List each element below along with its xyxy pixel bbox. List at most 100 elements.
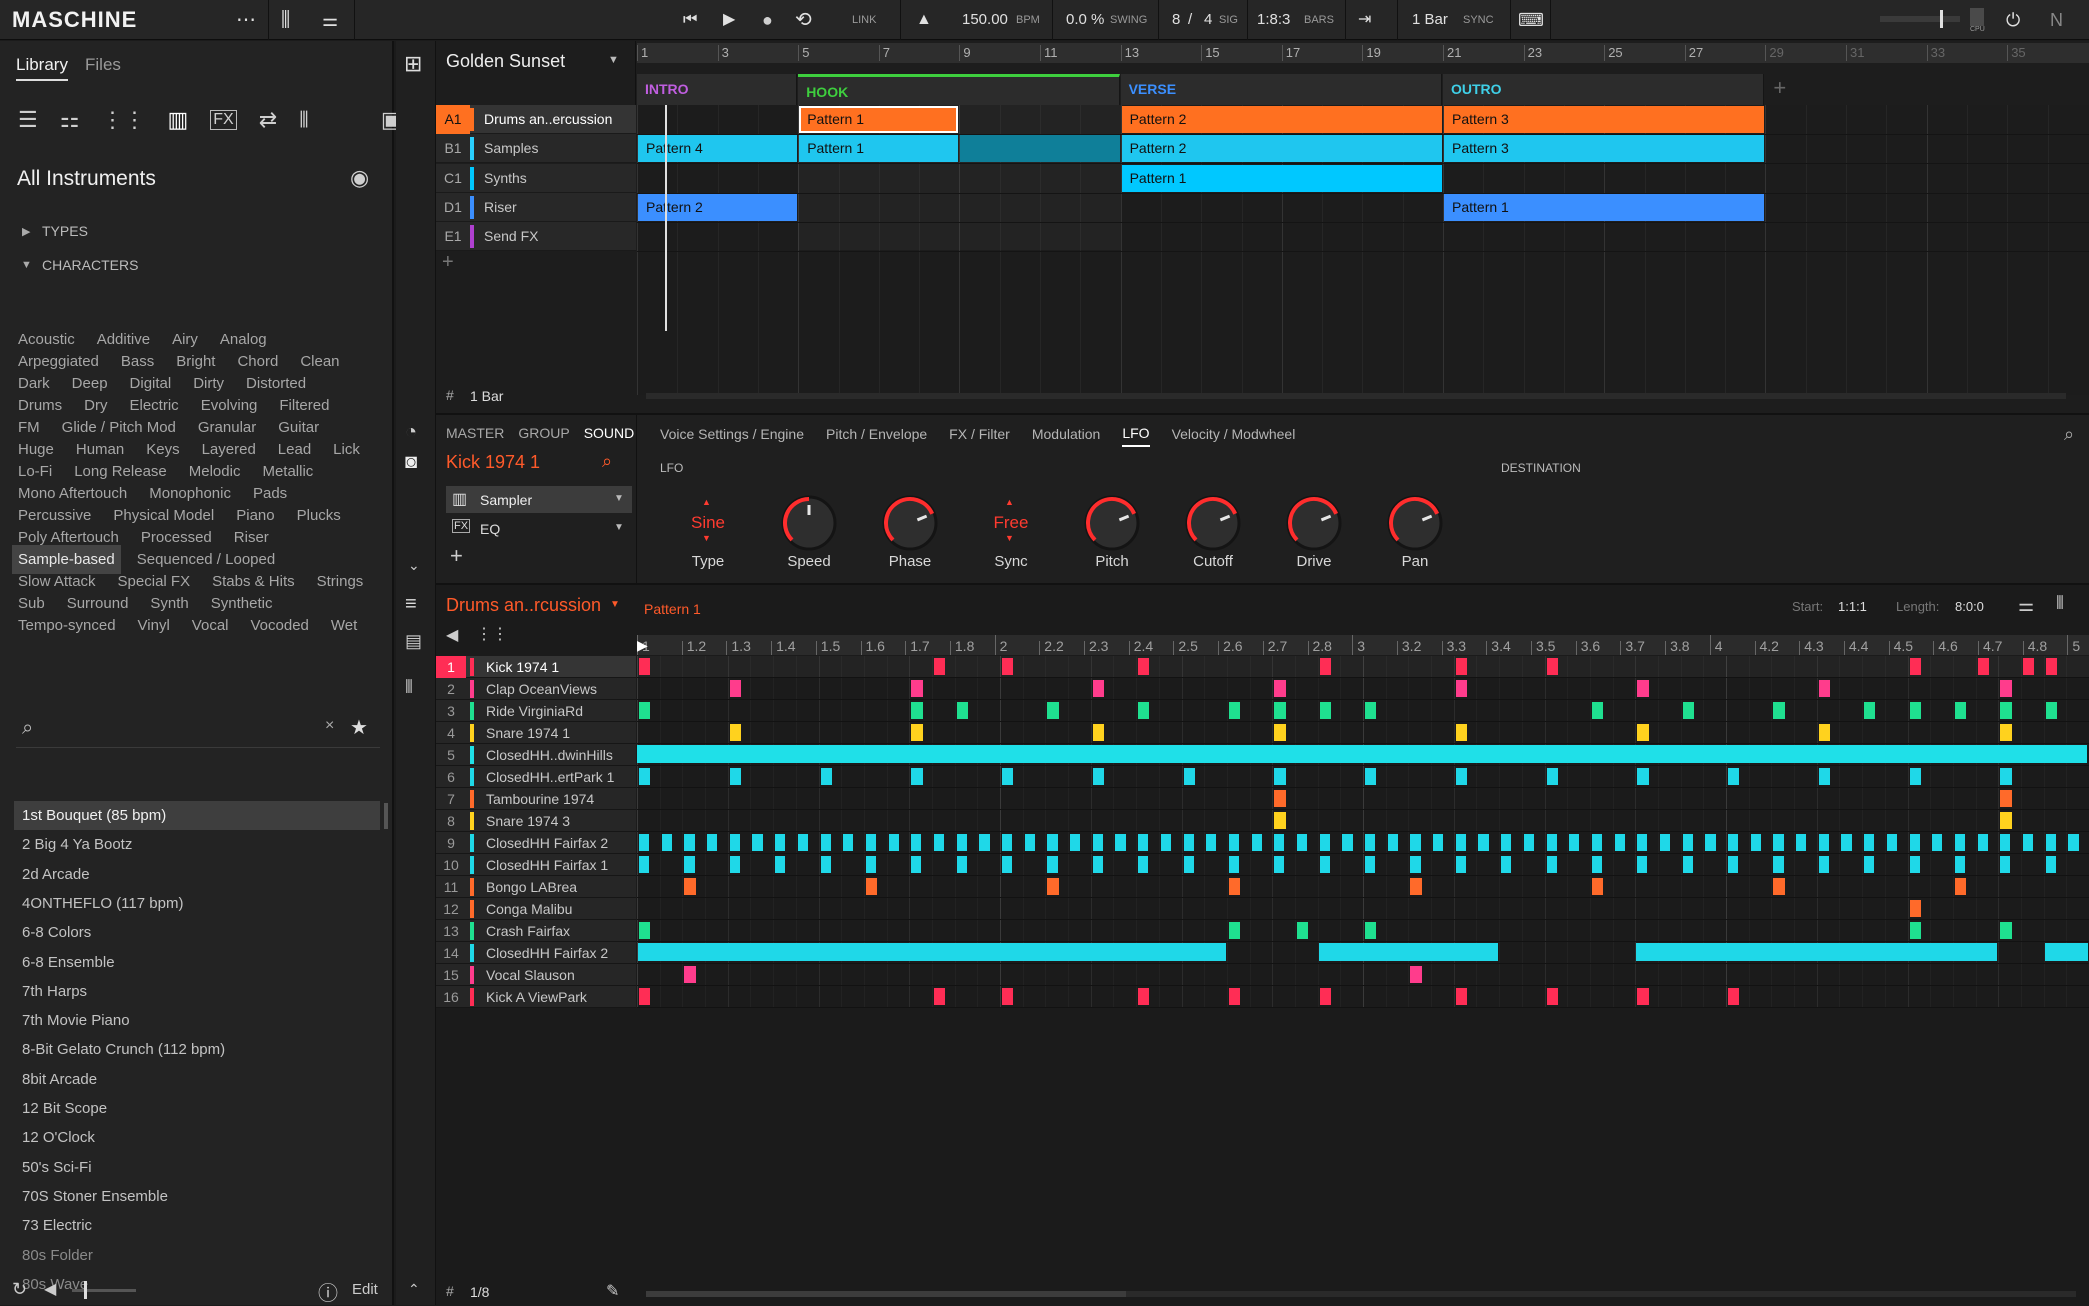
character-tag[interactable]: Chord — [237, 353, 279, 370]
speaker-icon[interactable]: ◀ — [44, 1281, 57, 1298]
note[interactable] — [1228, 988, 1241, 1005]
note[interactable] — [661, 834, 672, 851]
note[interactable] — [1002, 988, 1014, 1005]
tab-master[interactable]: MASTER — [446, 425, 505, 441]
note[interactable] — [1433, 834, 1444, 851]
tempo-value[interactable]: 150.00 — [962, 11, 1008, 28]
sound-search-icon[interactable]: ⌕ — [602, 451, 613, 471]
character-tag[interactable]: Electric — [129, 397, 179, 414]
group-row[interactable]: E1 Send FX — [436, 222, 636, 252]
note[interactable] — [1864, 834, 1875, 851]
sound-row[interactable]: 12 Conga Malibu — [436, 898, 636, 920]
character-tag[interactable]: Lick — [333, 441, 360, 458]
clear-search-icon[interactable]: × — [325, 717, 335, 734]
note[interactable] — [1864, 856, 1875, 873]
note[interactable] — [1818, 768, 1831, 785]
character-tag[interactable]: Analog — [219, 331, 267, 348]
note[interactable] — [1546, 834, 1557, 851]
pattern-ruler[interactable]: 1 1.2 1.3 1.4 1.5 1.6 1.7 1.8 2 2.2 2.3 2.4 2.5 2.6 2.… — [637, 635, 2089, 655]
select-value[interactable]: Free — [993, 513, 1029, 532]
note[interactable] — [639, 988, 651, 1005]
note[interactable] — [1002, 768, 1014, 785]
character-tag[interactable]: Vocoded — [250, 617, 309, 634]
arranger-grid-label[interactable]: 1 Bar — [470, 388, 504, 404]
character-tag[interactable]: Clean — [300, 353, 340, 370]
pencil-icon[interactable]: ✎ — [606, 1283, 620, 1300]
character-tag[interactable]: Riser — [233, 529, 269, 546]
sound-row[interactable]: 8 Snare 1974 3 — [436, 810, 636, 832]
note[interactable] — [1682, 702, 1694, 719]
add-plugin-icon[interactable]: + — [450, 543, 463, 568]
character-tag[interactable]: Keys — [146, 441, 180, 458]
browser-toggle-icon[interactable]: ⫼ — [281, 9, 291, 31]
note[interactable] — [1909, 900, 1921, 917]
preset-item[interactable]: 8bit Arcade — [22, 1070, 98, 1088]
length-value[interactable]: 8:0:0 — [1955, 599, 1984, 614]
note[interactable] — [1047, 856, 1058, 873]
arranger-ruler[interactable]: 1 3 5 7 9 11 13 15 17 19 21 23 25 27 29 31 33 35 — [637, 43, 2089, 63]
note[interactable] — [639, 768, 651, 785]
sound-row[interactable]: 5 ClosedHH..dwinHills — [436, 744, 636, 766]
character-tag[interactable]: Bright — [176, 353, 216, 370]
note[interactable] — [1228, 702, 1241, 719]
section-intro[interactable]: INTRO — [637, 74, 798, 105]
sound-row[interactable]: 6 ClosedHH..ertPark 1 — [436, 766, 636, 788]
note[interactable] — [1682, 834, 1693, 851]
note-block[interactable] — [1636, 943, 1998, 961]
sound-row[interactable]: 14 ClosedHH Fairfax 2 — [436, 942, 636, 964]
preset-item[interactable]: 1st Bouquet (85 bpm) — [14, 801, 380, 830]
note[interactable] — [1228, 878, 1241, 895]
note[interactable] — [729, 724, 742, 741]
note[interactable] — [1954, 702, 1967, 719]
note[interactable] — [1954, 834, 1966, 851]
scroll-up-icon[interactable]: ⌃ — [408, 1281, 420, 1297]
character-tag[interactable]: Percussive — [18, 507, 92, 524]
modulation-icon[interactable]: ⦀ — [405, 677, 413, 697]
note[interactable] — [1546, 658, 1558, 675]
note[interactable] — [1365, 768, 1377, 785]
pattern-clip[interactable]: Pattern 2 — [1121, 106, 1442, 133]
note[interactable] — [911, 724, 923, 741]
note[interactable] — [911, 680, 923, 697]
character-tag[interactable]: Sub — [18, 595, 45, 612]
note[interactable] — [707, 834, 718, 851]
note[interactable] — [1728, 988, 1740, 1005]
note[interactable] — [1796, 834, 1807, 851]
note[interactable] — [1070, 834, 1081, 851]
character-tag[interactable]: Stabs & Hits — [212, 573, 295, 590]
preset-item[interactable]: 4ONTHEFLO (117 bpm) — [22, 894, 184, 912]
character-tag[interactable]: Dirty — [193, 375, 225, 392]
character-tag[interactable]: Evolving — [200, 397, 258, 414]
note[interactable] — [729, 834, 740, 851]
instruments-icon[interactable]: ▥ — [167, 107, 189, 132]
preset-item[interactable]: 8-Bit Gelato Crunch (112 bpm) — [22, 1041, 226, 1059]
note[interactable] — [1206, 834, 1217, 851]
preset-item[interactable]: 6-8 Colors — [22, 924, 92, 942]
character-tag[interactable]: Wet — [330, 617, 358, 634]
group-row[interactable]: D1 Riser — [436, 192, 636, 222]
param-page-tab[interactable]: LFO — [1122, 425, 1150, 447]
note[interactable] — [1637, 988, 1649, 1005]
character-tag[interactable]: Pads — [252, 485, 288, 502]
note[interactable] — [684, 878, 696, 895]
note[interactable] — [2000, 922, 2012, 939]
note-block[interactable] — [638, 943, 1226, 961]
group-row[interactable]: B1 Samples — [436, 134, 636, 164]
note[interactable] — [639, 834, 650, 851]
note[interactable] — [1138, 988, 1150, 1005]
note[interactable] — [1637, 856, 1648, 873]
note[interactable] — [1183, 768, 1195, 785]
note[interactable] — [2068, 834, 2079, 851]
note[interactable] — [1410, 878, 1422, 895]
note[interactable] — [684, 834, 695, 851]
note[interactable] — [2000, 790, 2012, 807]
note[interactable] — [1228, 834, 1240, 851]
character-tag[interactable]: Airy — [172, 331, 198, 348]
preset-item[interactable]: 6-8 Ensemble — [22, 953, 115, 971]
note[interactable] — [1909, 856, 1920, 873]
note[interactable] — [933, 834, 945, 851]
types-chevron-icon[interactable]: ▶ — [22, 226, 31, 238]
quantize-icon[interactable]: ⚌ — [2018, 595, 2035, 615]
note[interactable] — [1455, 680, 1468, 697]
arranger-scrollbar[interactable] — [646, 393, 2066, 399]
